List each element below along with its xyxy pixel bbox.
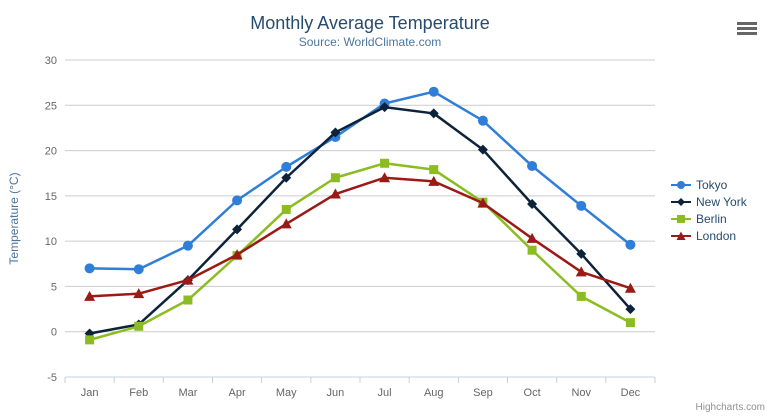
highcharts-credit[interactable]: Highcharts.com: [695, 402, 765, 413]
data-point-marker[interactable]: [133, 288, 145, 299]
legend-label-tokyo: Tokyo: [696, 177, 728, 192]
data-point-marker[interactable]: [182, 274, 194, 285]
y-axis-label: 25: [45, 100, 57, 112]
data-point-marker[interactable]: [379, 102, 390, 113]
x-axis-label: Jul: [378, 387, 392, 399]
y-axis-label: 10: [45, 236, 57, 248]
series-line-london: [88, 176, 632, 298]
data-point-marker[interactable]: [576, 248, 587, 259]
series-london[interactable]: [84, 172, 636, 301]
data-point-marker[interactable]: [625, 304, 636, 315]
data-point-marker[interactable]: [280, 218, 292, 229]
data-point-marker[interactable]: [84, 263, 95, 274]
data-point-marker[interactable]: [134, 321, 144, 331]
data-point-marker[interactable]: [576, 291, 586, 301]
data-point-marker[interactable]: [477, 144, 488, 155]
data-point-marker[interactable]: [133, 264, 144, 275]
x-axis-label: Feb: [129, 387, 148, 399]
x-axis-label: Mar: [178, 387, 197, 399]
data-point-marker[interactable]: [477, 197, 489, 208]
data-point-marker[interactable]: [232, 224, 243, 235]
chart-title: Monthly Average Temperature: [250, 13, 490, 33]
data-point-marker[interactable]: [624, 282, 636, 293]
data-point-marker[interactable]: [576, 200, 587, 211]
data-point-marker[interactable]: [182, 240, 193, 251]
data-point-marker[interactable]: [379, 172, 391, 183]
export-menu-button[interactable]: [735, 20, 757, 38]
y-axis-title: Temperature (°C): [7, 172, 21, 264]
data-point-marker[interactable]: [183, 295, 193, 305]
data-point-marker[interactable]: [84, 290, 96, 301]
x-axis-label: Aug: [424, 387, 444, 399]
legend: Tokyo New York Berlin London: [671, 176, 747, 244]
series-tokyo[interactable]: [84, 86, 636, 275]
data-point-marker[interactable]: [281, 172, 292, 183]
data-point-marker[interactable]: [625, 318, 635, 328]
hamburger-menu-icon: [737, 22, 757, 25]
legend-item-berlin[interactable]: Berlin: [671, 210, 747, 227]
triangle-legend-icon: [671, 231, 691, 240]
y-axis-label: -5: [47, 372, 57, 384]
legend-item-tokyo[interactable]: Tokyo: [671, 176, 747, 193]
data-point-marker[interactable]: [575, 266, 587, 277]
y-axis-label: 5: [51, 281, 57, 293]
y-axis-label: 15: [45, 191, 57, 203]
series-line-berlin: [88, 162, 632, 342]
y-axis-label: 30: [45, 55, 57, 67]
x-axis-label: Jan: [81, 387, 99, 399]
data-point-marker[interactable]: [625, 239, 636, 250]
legend-item-london[interactable]: London: [671, 227, 747, 244]
data-point-marker[interactable]: [428, 108, 439, 119]
y-axis-label: 20: [45, 146, 57, 158]
legend-label-berlin: Berlin: [696, 211, 727, 226]
data-point-marker[interactable]: [527, 199, 538, 210]
data-point-marker[interactable]: [281, 161, 292, 172]
series-new-york[interactable]: [84, 102, 636, 339]
legend-item-new-york[interactable]: New York: [671, 193, 747, 210]
data-point-marker[interactable]: [527, 160, 538, 171]
square-legend-icon: [671, 214, 691, 223]
data-point-marker[interactable]: [527, 245, 537, 255]
x-axis-label: Oct: [524, 387, 541, 399]
x-axis-label: Dec: [621, 387, 641, 399]
chart-subtitle: Source: WorldClimate.com: [298, 35, 442, 49]
series-line-new-york: [88, 105, 632, 335]
data-point-marker[interactable]: [428, 175, 440, 186]
data-point-marker[interactable]: [85, 335, 95, 345]
data-point-marker[interactable]: [428, 86, 439, 97]
circle-legend-icon: [671, 180, 691, 189]
data-point-marker[interactable]: [330, 127, 341, 138]
data-point-marker[interactable]: [329, 188, 341, 199]
series-line-tokyo: [88, 90, 632, 271]
data-point-marker[interactable]: [429, 165, 439, 175]
y-axis-label: 0: [51, 327, 57, 339]
x-axis-label: Jun: [327, 387, 345, 399]
x-axis-label: Nov: [571, 387, 591, 399]
data-point-marker[interactable]: [380, 158, 390, 168]
x-axis-label: Apr: [229, 387, 246, 399]
x-axis-label: Sep: [473, 387, 493, 399]
data-point-marker[interactable]: [231, 249, 243, 260]
data-point-marker[interactable]: [526, 232, 538, 243]
diamond-legend-icon: [671, 197, 691, 206]
x-axis-label: May: [276, 387, 297, 399]
legend-label-new-york: New York: [696, 194, 747, 209]
legend-label-london: London: [696, 228, 737, 243]
data-point-marker[interactable]: [477, 115, 488, 126]
data-point-marker[interactable]: [330, 173, 340, 183]
data-point-marker[interactable]: [232, 195, 243, 206]
data-point-marker[interactable]: [281, 204, 291, 214]
